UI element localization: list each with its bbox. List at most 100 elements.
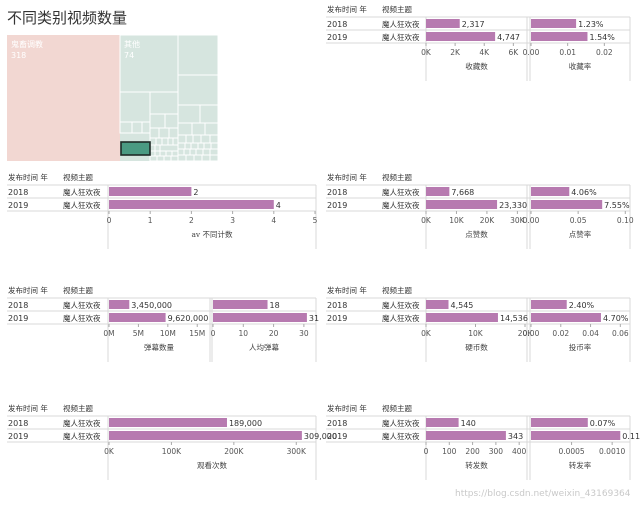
axis-tick-label: 100K bbox=[162, 447, 182, 456]
bar-value-label: 4,747 bbox=[497, 33, 520, 42]
axis-tick-label: 0.01 bbox=[559, 48, 576, 57]
bar-coin_rate-2019 bbox=[531, 313, 601, 322]
row-topic-label: 魔人狂欢夜 bbox=[63, 300, 101, 310]
treemap-label-main: 鬼畜调教 bbox=[11, 39, 43, 49]
bar-danmaku_count-2018 bbox=[109, 300, 130, 309]
bar-value-label: 0.11% bbox=[622, 432, 640, 441]
axis-tick-label: 0M bbox=[103, 329, 114, 338]
bar-value-label: 4.06% bbox=[571, 188, 597, 197]
row-topic-label: 魔人狂欢夜 bbox=[382, 32, 420, 42]
row-year-label: 2019 bbox=[327, 314, 347, 323]
axis-title: 硬币数 bbox=[465, 342, 488, 352]
axis-title: 点赞率 bbox=[569, 229, 592, 239]
row-topic-label: 魔人狂欢夜 bbox=[382, 418, 420, 428]
axis-tick-label: 0.02 bbox=[552, 329, 569, 338]
axis-tick-label: 3 bbox=[230, 216, 235, 225]
axis-tick-label: 0K bbox=[421, 48, 432, 57]
row-topic-label: 魔人狂欢夜 bbox=[382, 200, 420, 210]
axis-tick-label: 0 bbox=[211, 329, 216, 338]
column-header-topic: 视频主题 bbox=[382, 4, 412, 14]
axis-title: 投币率 bbox=[569, 342, 592, 352]
row-year-label: 2018 bbox=[327, 20, 347, 29]
column-header-year: 发布时间 年 bbox=[327, 4, 367, 14]
column-header-topic: 视频主题 bbox=[382, 172, 412, 182]
bar-value-label: 23,330 bbox=[499, 201, 527, 210]
axis-tick-label: 4K bbox=[479, 48, 490, 57]
axis-title: 观看次数 bbox=[197, 460, 227, 470]
bar-favorite_rate-2018 bbox=[531, 19, 577, 28]
row-topic-label: 魔人狂欢夜 bbox=[63, 431, 101, 441]
column-header-year: 发布时间 年 bbox=[327, 172, 367, 182]
axis-tick-label: 0.05 bbox=[570, 216, 587, 225]
bar-value-label: 31 bbox=[309, 314, 319, 323]
row-topic-label: 魔人狂欢夜 bbox=[382, 313, 420, 323]
row-topic-label: 魔人狂欢夜 bbox=[382, 431, 420, 441]
bar-value-label: 2,317 bbox=[462, 20, 485, 29]
axis-tick-label: 1 bbox=[148, 216, 153, 225]
treemap-cell-main bbox=[7, 35, 120, 161]
row-topic-label: 魔人狂欢夜 bbox=[63, 418, 101, 428]
bar-favorites-2019 bbox=[426, 32, 496, 41]
axis-tick-label: 30 bbox=[299, 329, 309, 338]
axis-tick-label: 2K bbox=[450, 48, 461, 57]
bar-share_rate-2019 bbox=[531, 431, 621, 440]
axis-tick-label: 5 bbox=[313, 216, 318, 225]
column-header-year: 发布时间 年 bbox=[8, 285, 48, 295]
treemap-value-main: 318 bbox=[11, 51, 26, 60]
row-topic-label: 魔人狂欢夜 bbox=[63, 313, 101, 323]
row-year-label: 2018 bbox=[327, 301, 347, 310]
bar-views-2019 bbox=[109, 431, 302, 440]
bar-value-label: 7.55% bbox=[604, 201, 630, 210]
bar-shares-2019 bbox=[426, 431, 506, 440]
row-year-label: 2019 bbox=[327, 33, 347, 42]
axis-title: 收藏率 bbox=[569, 61, 592, 71]
bar-danmaku_per_person-2018 bbox=[213, 300, 268, 309]
bar-value-label: 2 bbox=[193, 188, 198, 197]
row-year-label: 2019 bbox=[8, 432, 28, 441]
axis-tick-label: 0K bbox=[104, 447, 115, 456]
axis-tick-label: 20K bbox=[480, 216, 496, 225]
bar-value-label: 309,000 bbox=[304, 432, 337, 441]
axis-tick-label: 2 bbox=[189, 216, 194, 225]
axis-tick-label: 30K bbox=[510, 216, 526, 225]
axis-tick-label: 20K bbox=[518, 329, 534, 338]
bar-av_distinct_count-2018 bbox=[109, 187, 192, 196]
axis-tick-label: 4 bbox=[271, 216, 276, 225]
axis-title: 点赞数 bbox=[465, 229, 488, 239]
axis-title: 弹幕数量 bbox=[144, 342, 174, 352]
axis-title: 收藏数 bbox=[465, 61, 488, 71]
treemap-sub-cell bbox=[170, 155, 179, 162]
row-year-label: 2019 bbox=[8, 314, 28, 323]
axis-title: 转发率 bbox=[569, 460, 592, 470]
treemap-sub-cell bbox=[172, 137, 179, 146]
treemap-label-other: 其他 bbox=[124, 39, 140, 49]
row-year-label: 2018 bbox=[8, 301, 28, 310]
axis-tick-label: 0.06 bbox=[612, 329, 629, 338]
treemap-selected-cell bbox=[120, 141, 151, 156]
axis-tick-label: 0 bbox=[424, 447, 429, 456]
bar-value-label: 14,536 bbox=[500, 314, 528, 323]
bar-coin_rate-2018 bbox=[531, 300, 567, 309]
column-header-topic: 视频主题 bbox=[63, 285, 93, 295]
bar-value-label: 4.70% bbox=[603, 314, 629, 323]
column-header-topic: 视频主题 bbox=[63, 403, 93, 413]
column-header-year: 发布时间 年 bbox=[8, 403, 48, 413]
bar-favorite_rate-2019 bbox=[531, 32, 588, 41]
page-title: 不同类别视频数量 bbox=[7, 9, 128, 27]
row-topic-label: 魔人狂欢夜 bbox=[63, 187, 101, 197]
axis-tick-label: 300K bbox=[287, 447, 307, 456]
row-year-label: 2018 bbox=[8, 188, 28, 197]
column-header-year: 发布时间 年 bbox=[8, 172, 48, 182]
axis-tick-label: 300 bbox=[489, 447, 504, 456]
axis-tick-label: 400 bbox=[512, 447, 527, 456]
column-header-topic: 视频主题 bbox=[63, 172, 93, 182]
treemap-value-other: 74 bbox=[124, 51, 134, 60]
row-topic-label: 魔人狂欢夜 bbox=[382, 300, 420, 310]
watermark: https://blog.csdn.net/weixin_43169364 bbox=[455, 489, 631, 499]
treemap: 鬼畜调教 318 其他 74 bbox=[7, 34, 219, 162]
row-topic-label: 魔人狂欢夜 bbox=[382, 187, 420, 197]
row-year-label: 2018 bbox=[8, 419, 28, 428]
axis-tick-label: 0.04 bbox=[582, 329, 599, 338]
bar-like_rate-2018 bbox=[531, 187, 570, 196]
